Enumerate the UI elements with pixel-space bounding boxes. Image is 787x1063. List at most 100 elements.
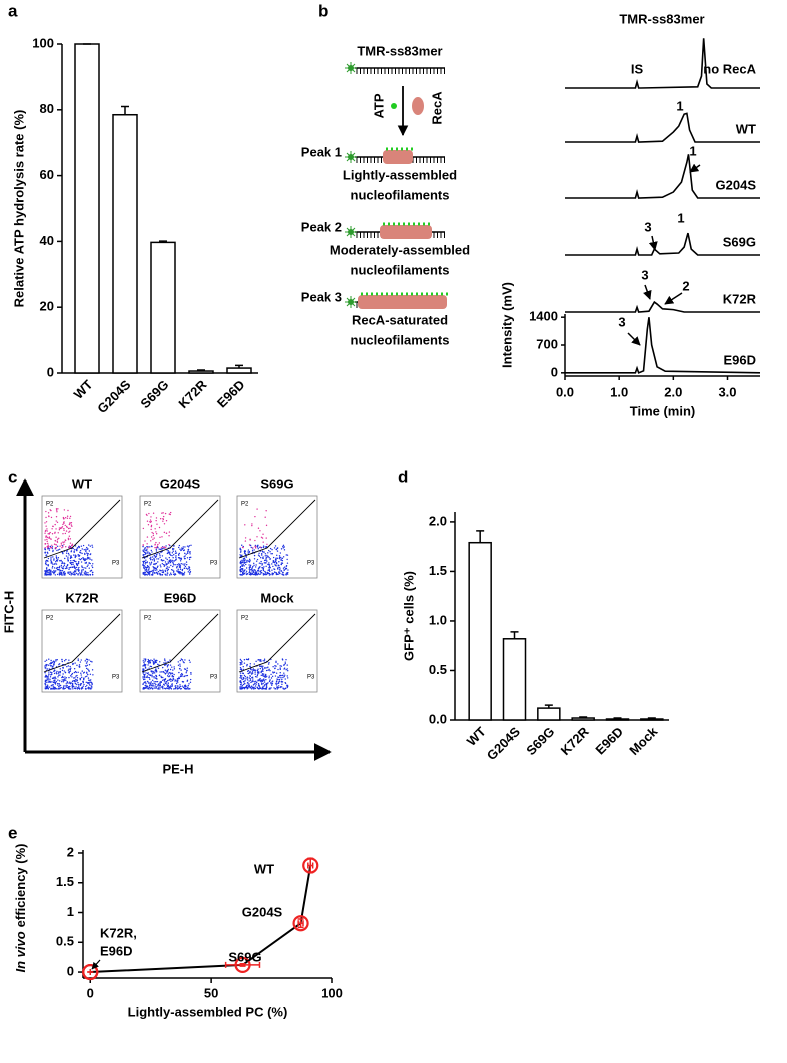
event-dot <box>164 664 166 666</box>
event-dot <box>146 548 148 551</box>
event-dot <box>150 665 153 668</box>
gate-label: P2 <box>144 616 152 622</box>
event-dot <box>57 684 59 686</box>
event-dot <box>254 539 256 542</box>
event-dot <box>265 510 267 512</box>
event-dot <box>181 659 184 661</box>
event-dot <box>179 685 182 688</box>
event-dot <box>164 681 166 683</box>
event-dot <box>169 678 172 680</box>
event-dot <box>182 563 184 565</box>
y-axis-label: Relative ATP hydrolysis rate (%) <box>11 110 26 308</box>
event-dot <box>254 685 257 687</box>
event-dot <box>75 560 77 563</box>
annotation: IS <box>631 61 644 76</box>
event-dot <box>240 568 242 571</box>
event-dot <box>281 559 284 562</box>
event-dot <box>285 669 287 671</box>
event-dot <box>262 675 265 677</box>
event-dot <box>157 565 159 567</box>
event-dot <box>66 565 69 567</box>
event-dot <box>186 568 189 570</box>
event-dot <box>188 659 191 662</box>
x-tick-label: 3.0 <box>718 384 736 399</box>
event-dot <box>64 524 66 527</box>
event-dot <box>282 544 285 547</box>
event-dot <box>44 570 46 572</box>
event-dot <box>283 667 286 669</box>
event-dot <box>169 544 171 547</box>
event-dot <box>180 557 182 559</box>
event-dot <box>70 572 73 575</box>
event-dot <box>45 529 47 532</box>
event-dot <box>146 552 148 554</box>
event-dot <box>265 573 268 576</box>
event-dot <box>159 548 162 551</box>
event-dot <box>279 667 281 669</box>
event-dot <box>55 556 58 559</box>
event-dot <box>149 684 151 686</box>
event-dot <box>88 544 90 546</box>
event-dot <box>86 546 88 549</box>
event-dot <box>253 558 256 560</box>
event-dot <box>60 544 63 546</box>
event-dot <box>178 677 181 680</box>
event-dot <box>89 687 91 689</box>
event-dot <box>188 683 190 685</box>
event-dot <box>247 687 249 689</box>
event-dot <box>152 685 154 687</box>
event-dot <box>162 676 164 679</box>
event-dot <box>259 680 262 682</box>
event-dot <box>182 681 184 683</box>
event-dot <box>78 561 80 563</box>
event-dot <box>177 570 180 572</box>
trace <box>565 232 760 256</box>
event-dot <box>63 541 66 543</box>
event-dot <box>84 676 87 678</box>
event-dot <box>58 680 61 682</box>
event-dot <box>142 678 145 681</box>
event-dot <box>86 554 89 557</box>
event-dot <box>174 680 176 682</box>
point-label: K72R, <box>100 925 137 940</box>
event-dot <box>248 683 250 685</box>
event-dot <box>87 553 89 555</box>
event-dot <box>87 574 90 576</box>
event-dot <box>64 567 67 570</box>
event-dot <box>265 559 267 562</box>
event-dot <box>85 550 87 553</box>
event-dot <box>158 542 161 544</box>
event-dot <box>55 536 57 538</box>
event-dot <box>148 676 150 679</box>
arrow <box>627 332 641 346</box>
event-dot <box>277 668 279 671</box>
event-dot <box>45 516 47 519</box>
event-dot <box>82 682 84 684</box>
event-dot <box>159 671 161 673</box>
event-dot <box>75 566 78 569</box>
event-dot <box>75 572 78 575</box>
event-dot <box>76 547 79 549</box>
event-dot <box>282 676 284 679</box>
event-dot <box>143 565 146 567</box>
event-dot <box>182 549 185 552</box>
event-dot <box>169 561 172 564</box>
event-dot <box>70 574 72 576</box>
event-dot <box>83 559 86 561</box>
event-dot <box>156 659 158 662</box>
event-dot <box>281 678 283 681</box>
event-dot <box>143 664 146 667</box>
event-dot <box>279 665 281 667</box>
event-dot <box>147 569 149 571</box>
point <box>302 857 319 874</box>
event-dot <box>246 684 248 687</box>
bar <box>112 113 138 374</box>
event-dot <box>80 687 83 689</box>
bar <box>537 707 561 721</box>
event-dot <box>90 688 92 690</box>
event-dot <box>69 542 72 544</box>
event-dot <box>249 678 252 680</box>
event-dot <box>262 682 264 685</box>
event-dot <box>257 684 260 686</box>
event-dot <box>46 538 48 541</box>
